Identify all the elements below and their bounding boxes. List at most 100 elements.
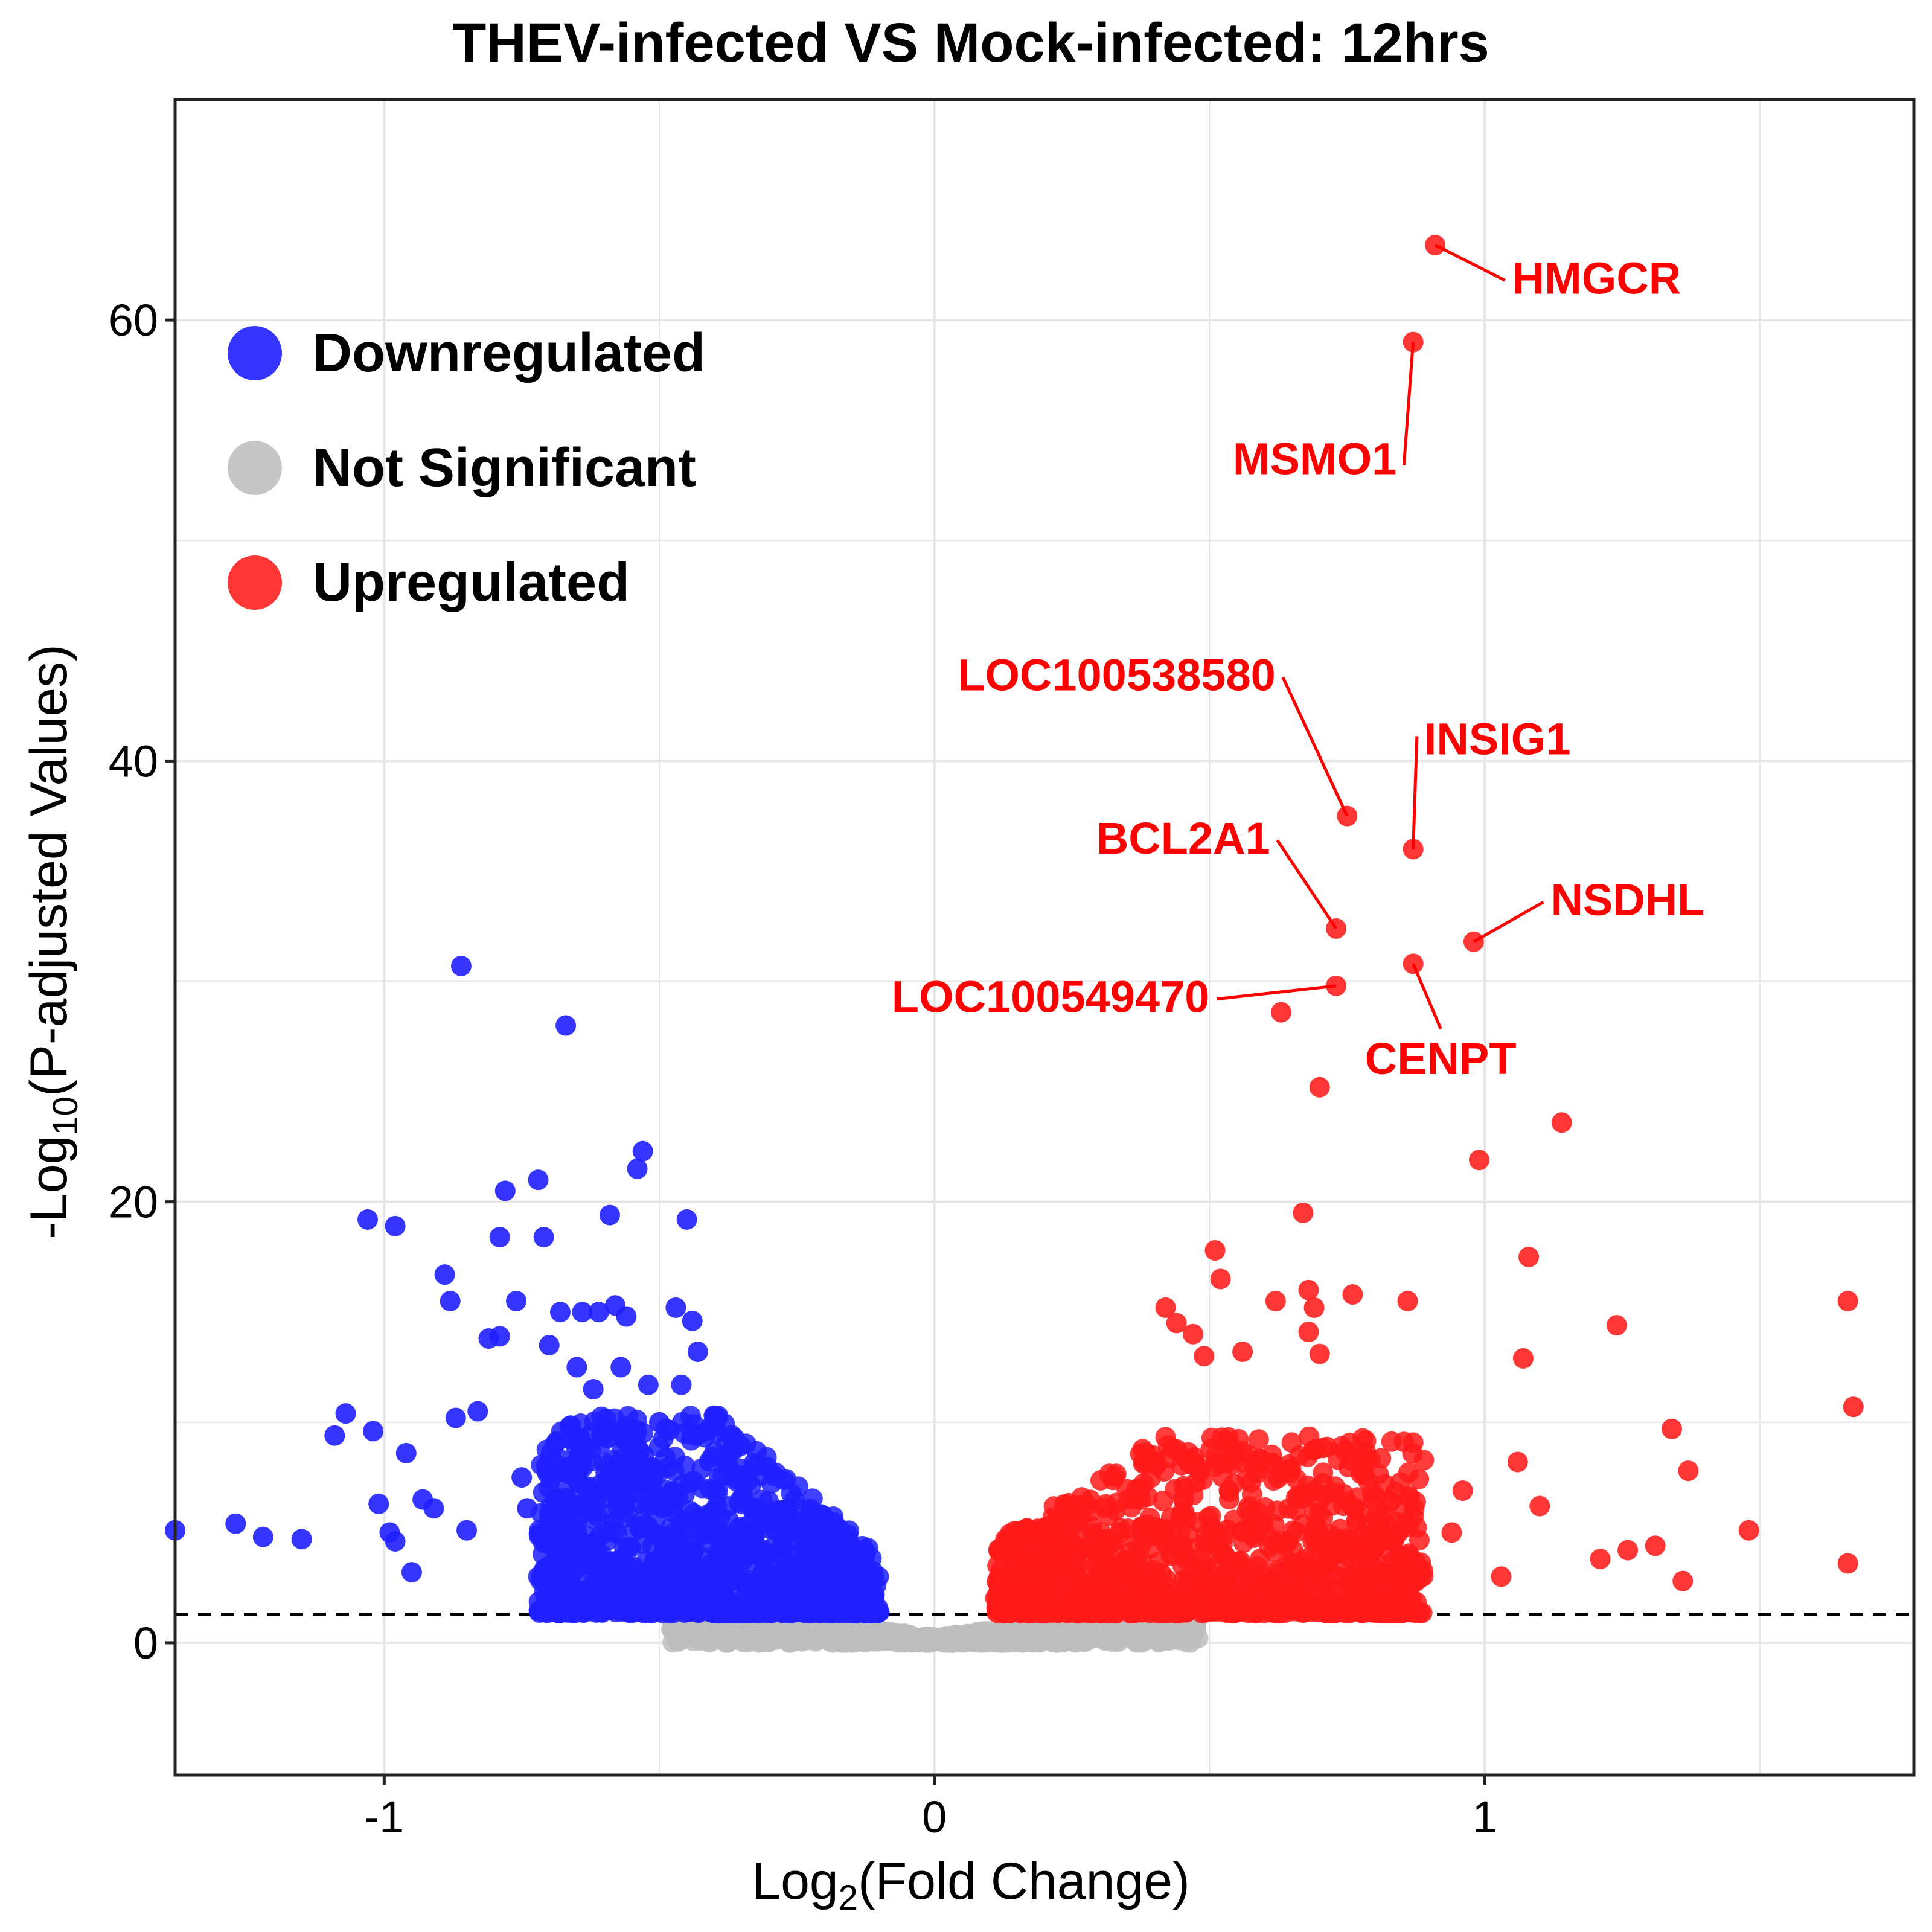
downregulated-point — [638, 1374, 659, 1395]
upregulated-point — [1359, 1526, 1380, 1547]
upregulated-point — [1035, 1520, 1056, 1541]
upregulated-point — [1250, 1448, 1271, 1470]
downregulated-point — [735, 1538, 756, 1559]
downregulated-point — [423, 1498, 444, 1519]
not-significant-point — [1017, 1619, 1038, 1640]
x-tick-label: 1 — [1473, 1792, 1497, 1842]
not-significant-point — [700, 1618, 721, 1639]
upregulated-point — [1155, 1297, 1176, 1318]
not-significant-point — [1002, 1617, 1023, 1639]
upregulated-point — [1397, 1290, 1418, 1311]
upregulated-point — [1313, 1462, 1334, 1483]
downregulated-point — [535, 1573, 556, 1595]
upregulated-point — [1441, 1522, 1462, 1543]
x-tick-label: 0 — [922, 1792, 947, 1842]
x-tick-label: -1 — [364, 1792, 404, 1842]
downregulated-point — [563, 1595, 584, 1616]
y-axis-label-subscript: 10 — [46, 1096, 85, 1136]
y-axis-ticks: 0 20 40 60 — [109, 295, 175, 1668]
gene-label: BCL2A1 — [1096, 813, 1270, 863]
upregulated-point — [1182, 1538, 1203, 1559]
upregulated-point — [1314, 1592, 1335, 1613]
upregulated-point — [1204, 1456, 1226, 1477]
downregulated-point — [636, 1550, 657, 1571]
downregulated-point — [653, 1428, 674, 1449]
annotation-leader-line — [1276, 839, 1338, 930]
upregulated-point — [1093, 1588, 1115, 1609]
upregulated-point — [1012, 1584, 1033, 1605]
downregulated-point — [544, 1434, 565, 1455]
not-significant-point — [860, 1619, 881, 1640]
downregulated-point — [803, 1573, 824, 1594]
upregulated-point — [1261, 1573, 1282, 1594]
upregulated-point — [1352, 1428, 1374, 1449]
downregulated-point — [597, 1427, 618, 1448]
downregulated-point — [643, 1458, 664, 1479]
downregulated-point — [823, 1516, 844, 1537]
legend-label: Not Significant — [313, 438, 696, 498]
downregulated-point — [566, 1357, 587, 1378]
upregulated-point — [1240, 1472, 1261, 1493]
upregulated-point — [1678, 1460, 1699, 1482]
downregulated-point — [610, 1357, 632, 1378]
upregulated-point — [1333, 1483, 1354, 1505]
upregulated-point — [1194, 1346, 1215, 1367]
upregulated-point — [1047, 1602, 1068, 1623]
upregulated-point — [997, 1530, 1018, 1551]
upregulated-point — [1119, 1602, 1140, 1623]
downregulated-point — [456, 1520, 478, 1541]
x-axis-ticks: -1 0 1 — [364, 1775, 1497, 1842]
downregulated-point — [677, 1558, 698, 1579]
upregulated-point — [1661, 1418, 1682, 1439]
upregulated-point — [1200, 1506, 1221, 1527]
downregulated-point — [555, 1531, 576, 1552]
downregulated-point — [729, 1517, 750, 1538]
upregulated-point — [1278, 1498, 1299, 1519]
upregulated-point — [1265, 1532, 1286, 1553]
not-significant-point — [910, 1630, 932, 1651]
upregulated-point — [1348, 1540, 1369, 1561]
upregulated-point — [1270, 1002, 1291, 1023]
upregulated-point — [1035, 1559, 1057, 1581]
gene-label: MSMO1 — [1233, 434, 1396, 484]
annotation-leader-line — [1434, 243, 1506, 282]
upregulated-point — [1491, 1566, 1512, 1587]
downregulated-point — [845, 1602, 866, 1623]
not-significant-point — [764, 1624, 785, 1645]
legend-swatch — [228, 326, 282, 380]
downregulated-point — [291, 1529, 312, 1550]
downregulated-point — [585, 1564, 606, 1585]
downregulated-point — [467, 1401, 488, 1422]
upregulated-point — [1156, 1569, 1177, 1590]
upregulated-point — [1088, 1561, 1109, 1582]
downregulated-point — [800, 1499, 821, 1520]
downregulated-point — [861, 1548, 882, 1569]
upregulated-point — [1292, 1580, 1313, 1601]
downregulated-point — [604, 1521, 625, 1543]
upregulated-point — [1345, 1498, 1366, 1519]
not-significant-point — [779, 1624, 800, 1645]
upregulated-point — [991, 1602, 1012, 1623]
upregulated-point — [1223, 1473, 1244, 1494]
downregulated-point — [555, 1015, 577, 1036]
upregulated-point — [1055, 1495, 1076, 1516]
downregulated-point — [574, 1476, 595, 1497]
upregulated-point — [1174, 1502, 1195, 1523]
downregulated-point — [618, 1406, 639, 1427]
downregulated-point — [385, 1215, 406, 1236]
downregulated-point — [701, 1518, 722, 1540]
downregulated-point — [335, 1403, 356, 1424]
downregulated-point — [649, 1412, 670, 1433]
downregulated-point — [546, 1488, 567, 1509]
downregulated-point — [533, 1227, 554, 1248]
downregulated-point — [632, 1140, 653, 1162]
upregulated-point — [1029, 1601, 1051, 1622]
downregulated-point — [613, 1508, 635, 1529]
upregulated-point — [1320, 1524, 1341, 1546]
annotation-leader-line — [1281, 676, 1349, 817]
gene-annotations: HMGCR MSMO1 LOC100538580 INSIG1 BCL2A1 NSDHL L… — [892, 243, 1704, 1084]
downregulated-point — [702, 1447, 723, 1468]
downregulated-point — [572, 1302, 593, 1323]
downregulated-point — [368, 1493, 389, 1514]
upregulated-point — [1342, 1284, 1363, 1305]
